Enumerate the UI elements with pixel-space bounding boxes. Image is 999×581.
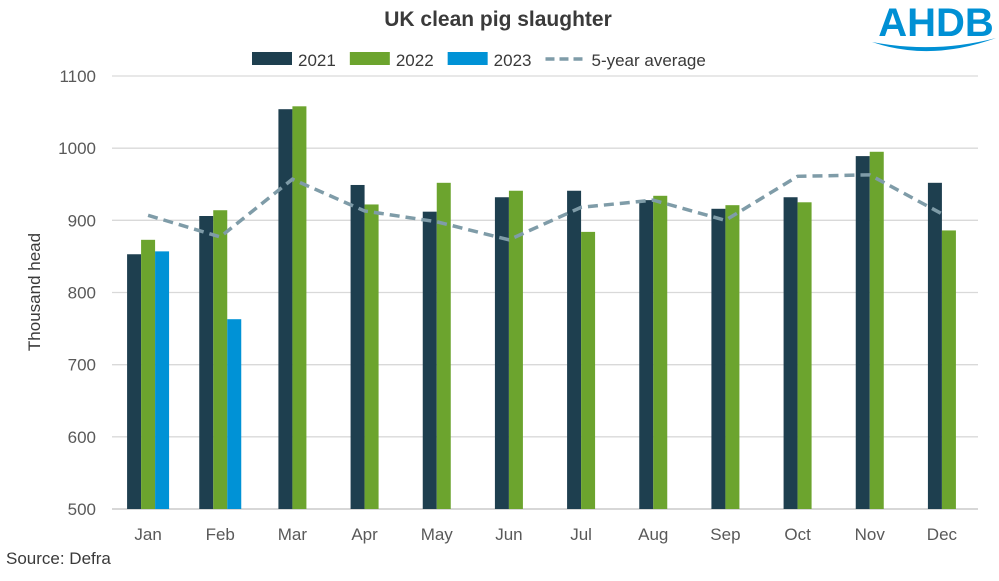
y-tick-label: 1100 (59, 67, 96, 86)
y-axis-label: Thousand head (25, 233, 44, 351)
bar-2022-Aug (653, 195, 668, 509)
x-tick-label: May (421, 525, 454, 544)
legend-label: 5-year average (591, 51, 705, 70)
bar-2022-Apr (364, 204, 379, 509)
x-tick-label: Oct (784, 525, 811, 544)
x-tick-label: Apr (351, 525, 378, 544)
bar-2021-Jan (127, 254, 142, 509)
y-tick-label: 800 (68, 284, 96, 303)
gridlines (112, 75, 978, 510)
bar-2023-Jan (155, 251, 170, 510)
x-tick-label: Jun (495, 525, 522, 544)
bar-2022-Feb (213, 210, 228, 510)
bar-2021-Mar (278, 109, 293, 510)
y-tick-label: 1000 (58, 139, 96, 158)
y-tick-label: 700 (68, 356, 96, 375)
svg-text:AHDB: AHDB (878, 1, 994, 45)
bar-2021-Aug (639, 200, 654, 510)
line-5-year-average (147, 173, 943, 242)
y-tick-label: 900 (68, 211, 96, 230)
bar-2021-Nov (855, 156, 870, 510)
x-tick-label: Jul (570, 525, 592, 544)
x-tick-label: Nov (855, 525, 886, 544)
legend: 2021 2022 2023 5-year average (252, 51, 706, 70)
bars (127, 106, 956, 510)
source-note: Source: Defra (6, 549, 111, 568)
legend-label: 2021 (298, 51, 336, 70)
legend-swatch (349, 52, 390, 65)
bar-2022-May (436, 182, 451, 509)
x-axis-ticks: Jan Feb Mar Apr May Jun Jul Aug Sep Oct Nov Dec (134, 525, 957, 544)
average-line (147, 173, 943, 242)
bar-2022-Dec (941, 230, 956, 510)
bar-2022-Mar (292, 106, 307, 509)
bar-2021-Feb (199, 216, 214, 509)
y-axis-ticks: 500 600 700 800 900 1000 1100 (58, 67, 96, 519)
bar-2021-Jun (494, 197, 509, 510)
y-tick-label: 500 (68, 500, 96, 519)
x-tick-label: Sep (710, 525, 740, 544)
bar-2022-Jun (508, 190, 523, 509)
bar-2023-Feb (227, 319, 242, 509)
legend-label: 2023 (494, 51, 532, 70)
x-tick-label: Jan (134, 525, 161, 544)
bar-2021-Sep (711, 208, 726, 509)
x-tick-label: Dec (927, 525, 958, 544)
legend-label: 2022 (396, 51, 434, 70)
bar-2022-Jan (141, 239, 156, 509)
bar-2021-Jul (567, 190, 582, 509)
x-tick-label: Mar (278, 525, 308, 544)
bar-2022-Jul (581, 231, 596, 509)
bar-2022-Nov (869, 151, 884, 509)
bar-2021-Oct (783, 197, 798, 510)
x-tick-label: Feb (206, 525, 235, 544)
legend-swatch (447, 52, 488, 65)
bar-2021-Dec (927, 182, 942, 509)
legend-swatch (252, 52, 292, 65)
chart-title: UK clean pig slaughter (384, 8, 612, 31)
bar-2021-May (422, 211, 437, 509)
bar-2022-Oct (797, 202, 812, 509)
ahdb-logo: AHDB (872, 1, 996, 52)
bar-2021-Apr (350, 184, 365, 509)
bar-2022-Sep (725, 205, 740, 509)
x-tick-label: Aug (638, 525, 668, 544)
y-tick-label: 600 (68, 428, 96, 447)
